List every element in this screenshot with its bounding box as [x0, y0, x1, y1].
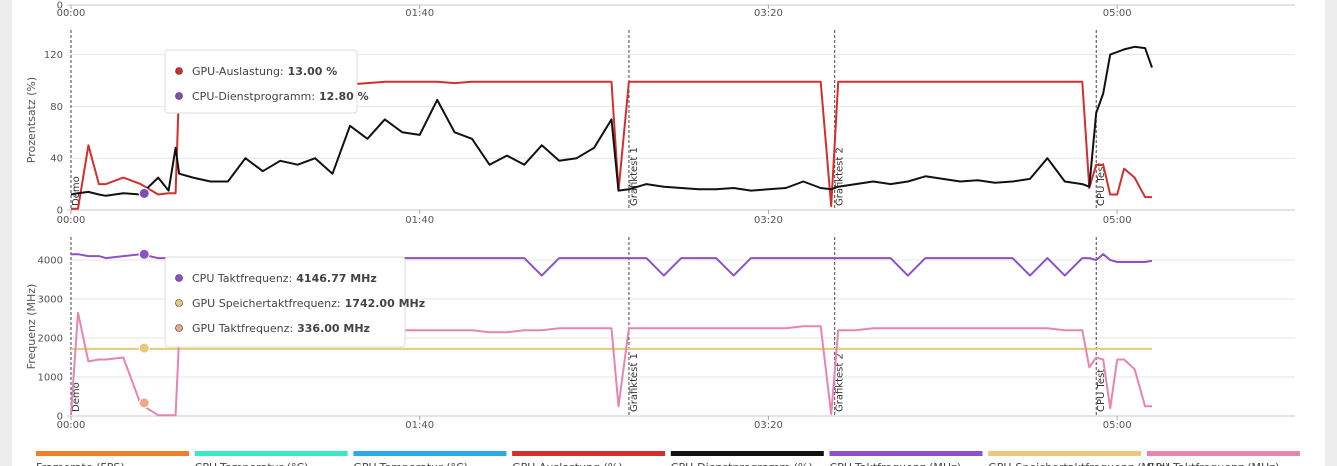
legend-label: GPU-Auslastung (%) — [512, 461, 622, 466]
tooltip-entry: CPU Taktfrequenz: 4146.77 MHz — [192, 272, 377, 285]
tooltip-name: GPU Taktfrequenz: — [192, 322, 293, 335]
y-tick-label: 80 — [50, 102, 63, 113]
marker-label: Grafiktest 2 — [835, 353, 846, 412]
legend-bar — [829, 451, 983, 456]
tooltip-value: 13.00 % — [288, 65, 338, 78]
hover-dot — [138, 397, 150, 409]
x-tick-label: 05:00 — [1103, 8, 1132, 19]
legend-bar — [194, 451, 348, 456]
y-tick-label: 1000 — [38, 373, 63, 384]
marker-label: Demo — [71, 176, 82, 206]
x-tick-label: 00:00 — [57, 8, 86, 19]
tooltip-value: 336.00 MHz — [297, 322, 370, 335]
legend-label: GPU-Taktfrequenz (MHz) — [1147, 461, 1280, 466]
tooltip-entry: GPU-Auslastung: 13.00 % — [192, 65, 337, 78]
tooltip-box — [164, 49, 358, 114]
tooltip-value: 4146.77 MHz — [296, 272, 377, 285]
x-tick-label: 03:20 — [754, 8, 783, 19]
chart: 000:00 01:40 03:20 05:00 — [57, 1, 1295, 19]
tooltip-swatch — [175, 299, 183, 307]
x-tick-label: 01:40 — [405, 420, 434, 431]
series-line — [70, 45, 1153, 197]
tooltip-entry: GPU Taktfrequenz: 336.00 MHz — [192, 322, 370, 335]
tooltip-swatch — [175, 324, 183, 332]
x-tick-label: 03:20 — [754, 420, 783, 431]
tooltip-box — [164, 256, 406, 348]
tooltip-name: GPU Speichertaktfrequenz: — [192, 297, 341, 310]
x-tick-label: 05:00 — [1103, 215, 1132, 226]
y-tick-label: 0 — [57, 1, 63, 12]
x-tick-label: 01:40 — [405, 215, 434, 226]
tooltip-swatch — [175, 92, 183, 100]
tooltip: CPU Taktfrequenz: 4146.77 MHz GPU Speicher… — [164, 256, 425, 348]
tooltip-name: CPU Taktfrequenz: — [192, 272, 292, 285]
marker-label: CPU Test — [1096, 369, 1107, 412]
legend-bar — [1146, 451, 1300, 456]
tooltip-swatch — [175, 67, 183, 75]
y-tick-label: 120 — [44, 50, 63, 61]
y-axis-title: Prozentsatz (%) — [25, 77, 38, 163]
legend-label: CPU-Taktfrequenz (MHz) — [830, 461, 962, 466]
hover-dot — [138, 187, 150, 199]
legend-bar — [512, 451, 666, 456]
tooltip-name: GPU-Auslastung: — [192, 65, 284, 78]
y-tick-label: 0 — [57, 412, 63, 423]
hover-dot — [138, 342, 150, 354]
legend-bar — [670, 451, 824, 456]
legend-label: CPU-Temperatur (°C) — [195, 461, 309, 466]
legend-label: Framerate (FPS) — [36, 461, 125, 466]
marker-label: CPU Test — [1096, 163, 1107, 206]
x-tick-label: 01:40 — [405, 8, 434, 19]
y-tick-label: 40 — [50, 154, 63, 165]
chart: 0 1000 2000 3000 4000 00:00 01:40 03:20 05:00 Fre… — [25, 237, 1295, 431]
tooltip-value: 12.80 % — [319, 90, 369, 103]
chart: 0 40 80 120 00:00 01:40 03:20 05:00 Prozentsatz … — [25, 30, 1295, 226]
legend-bar — [36, 451, 189, 456]
tooltip-entry: GPU Speichertaktfrequenz: 1742.00 MHz — [192, 297, 425, 310]
y-tick-label: 3000 — [38, 295, 63, 306]
legend-label: CPU-Dienstprogramm (%) — [671, 461, 813, 466]
marker-label: Grafiktest 1 — [629, 353, 640, 412]
legend-label: GPU-Temperatur (°C) — [353, 461, 468, 466]
hover-dot — [138, 248, 150, 260]
y-tick-label: 0 — [57, 206, 63, 217]
x-tick-label: 03:20 — [754, 215, 783, 226]
legend-bar — [353, 451, 507, 456]
marker-label: Grafiktest 2 — [835, 147, 846, 206]
tooltip: GPU-Auslastung: 13.00 % CPU-Dienstprogramm… — [164, 49, 369, 114]
marker-label: Grafiktest 1 — [629, 147, 640, 206]
x-tick-label: 00:00 — [57, 215, 86, 226]
tooltip-value: 1742.00 MHz — [345, 297, 426, 310]
legend-bar — [988, 451, 1142, 456]
y-axis-title: Frequenz (MHz) — [25, 284, 38, 370]
x-tick-label: 05:00 — [1103, 420, 1132, 431]
legend-label: GPU-Speichertaktfrequenz (MHz) — [988, 461, 1169, 466]
x-tick-label: 00:00 — [57, 420, 86, 431]
tooltip-name: CPU-Dienstprogramm: — [192, 90, 315, 103]
tooltip-swatch — [175, 274, 183, 282]
marker-label: Demo — [71, 382, 82, 412]
y-tick-label: 2000 — [38, 334, 63, 345]
tooltip-entry: CPU-Dienstprogramm: 12.80 % — [192, 90, 369, 103]
y-tick-label: 4000 — [38, 256, 63, 267]
